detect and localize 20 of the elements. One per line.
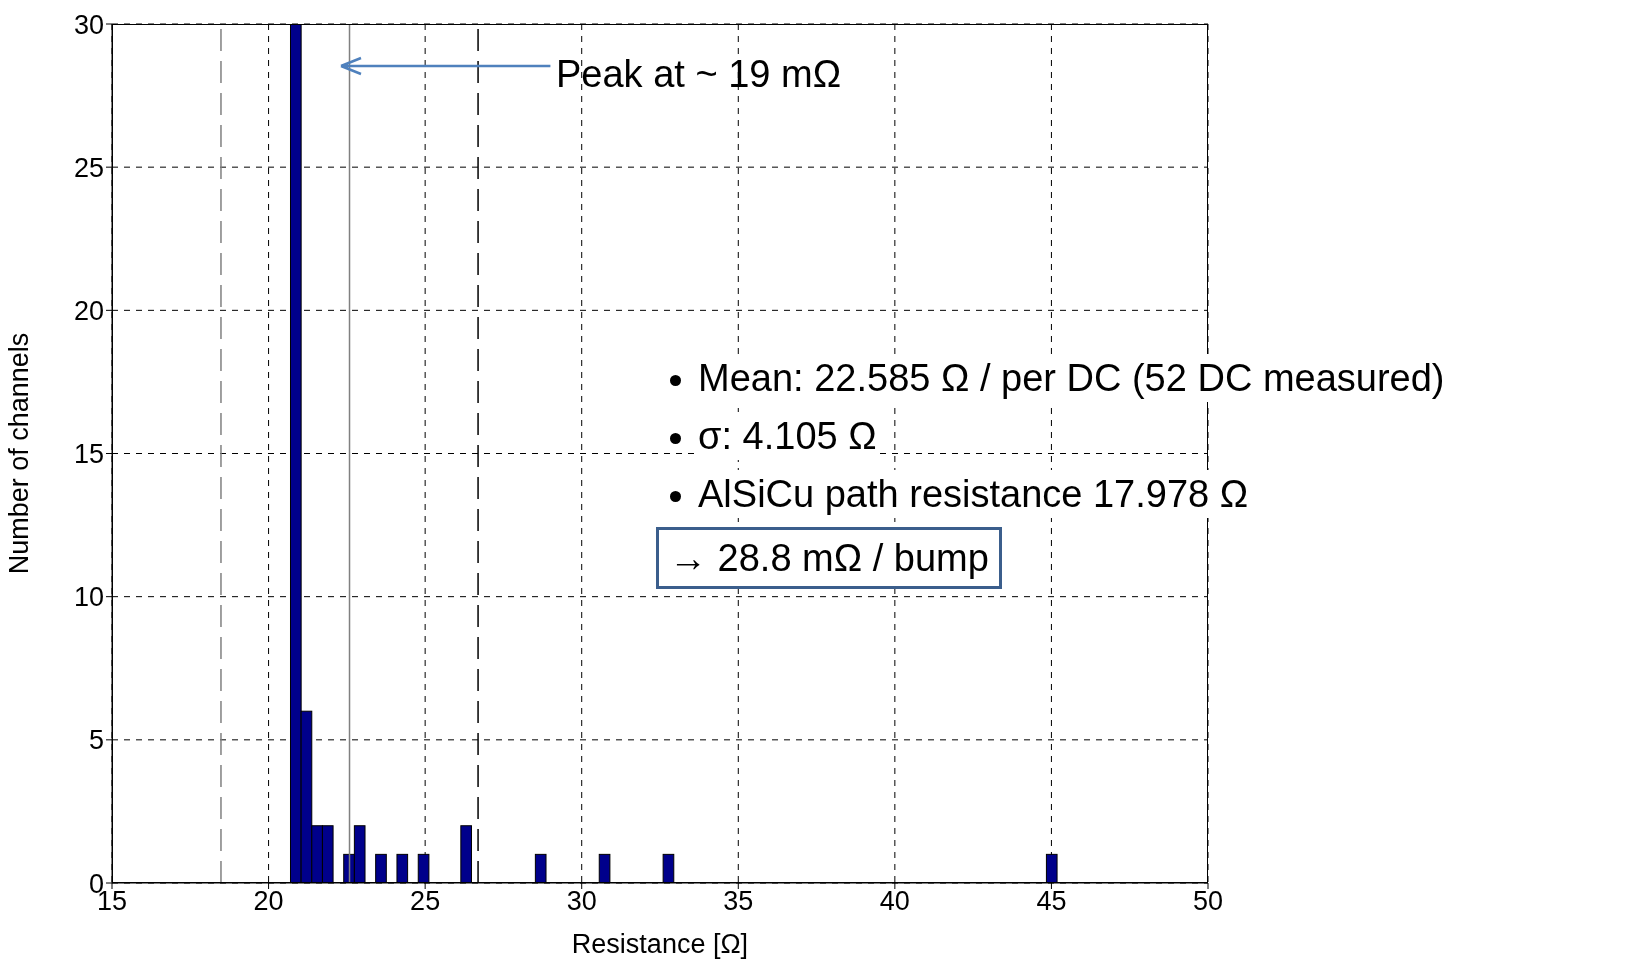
y-tick-label: 5 [88,725,104,756]
annotation: Peak at ~ 19 mΩ [556,52,842,97]
annotation: σ: 4.105 Ω [698,412,877,460]
y-axis-title: Number of channels [3,332,34,575]
annotation: Mean: 22.585 Ω / per DC (52 DC measured) [698,354,1445,402]
x-tick-label: 50 [1192,886,1224,917]
x-tick-label: 45 [1036,886,1067,917]
y-tick-label: 15 [73,439,104,470]
x-tick-label: 40 [879,886,910,917]
x-tick-label: 30 [566,886,597,917]
y-tick-label: 30 [73,9,104,40]
y-tick-label: 25 [73,152,104,183]
y-tick-label: 10 [73,582,104,613]
annotation: AlSiCu path resistance 17.978 Ω [698,470,1249,518]
annotation: → 28.8 mΩ / bump [656,527,1002,589]
x-axis-title: Resistance [Ω] [571,929,749,959]
y-tick-label: 20 [73,295,104,326]
x-tick-label: 35 [723,886,754,917]
x-tick-label: 20 [253,886,284,917]
x-tick-label: 25 [410,886,441,917]
